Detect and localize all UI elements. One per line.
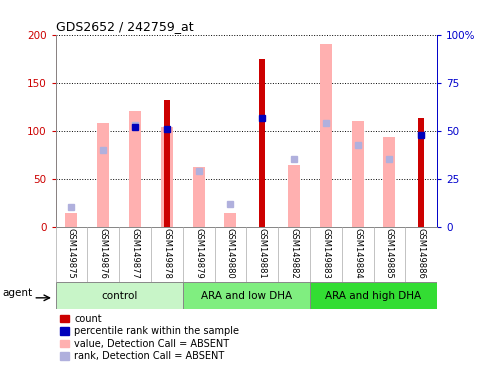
Text: GSM149877: GSM149877: [130, 228, 140, 279]
Bar: [352, 121, 364, 227]
Text: ARA and high DHA: ARA and high DHA: [326, 291, 422, 301]
Text: GSM149878: GSM149878: [162, 228, 171, 279]
Bar: [418, 118, 424, 227]
Text: GSM149883: GSM149883: [321, 228, 330, 279]
Bar: [193, 167, 205, 227]
Bar: [129, 111, 141, 227]
Bar: [225, 213, 237, 227]
Bar: [288, 165, 300, 227]
Text: GSM149876: GSM149876: [99, 228, 108, 279]
Text: GSM149885: GSM149885: [385, 228, 394, 279]
Legend: count, percentile rank within the sample, value, Detection Call = ABSENT, rank, : count, percentile rank within the sample…: [60, 314, 239, 361]
Bar: [65, 213, 77, 227]
Text: GSM149880: GSM149880: [226, 228, 235, 279]
Text: GSM149881: GSM149881: [258, 228, 267, 279]
Bar: [56, 282, 183, 309]
Text: GSM149875: GSM149875: [67, 228, 76, 279]
Text: GSM149886: GSM149886: [417, 228, 426, 279]
Bar: [320, 44, 332, 227]
Text: GSM149882: GSM149882: [289, 228, 298, 279]
Text: ARA and low DHA: ARA and low DHA: [201, 291, 292, 301]
Bar: [161, 127, 173, 227]
Text: GSM149879: GSM149879: [194, 228, 203, 279]
Text: agent: agent: [2, 288, 32, 298]
Bar: [384, 137, 396, 227]
Bar: [183, 282, 310, 309]
Bar: [310, 282, 437, 309]
Text: GSM149884: GSM149884: [353, 228, 362, 279]
Bar: [259, 59, 265, 227]
Text: GDS2652 / 242759_at: GDS2652 / 242759_at: [56, 20, 193, 33]
Bar: [97, 123, 109, 227]
Bar: [164, 100, 170, 227]
Text: control: control: [101, 291, 137, 301]
